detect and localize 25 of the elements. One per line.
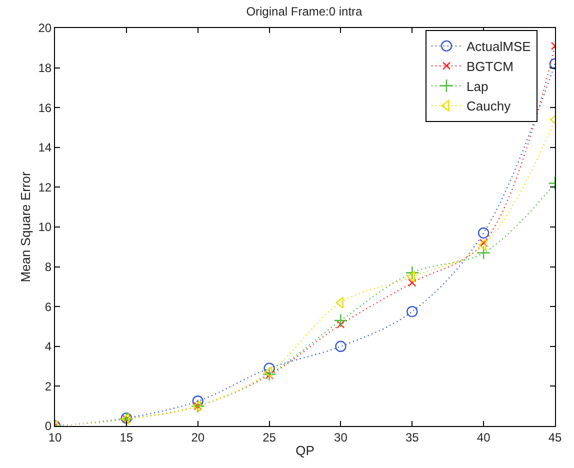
chart-title: Original Frame:0 intra [246,4,363,18]
y-tick-label: 2 [44,379,52,394]
x-axis-title: QP [296,443,314,458]
x-tick-label: 45 [548,430,562,444]
y-tick-label: 8 [44,260,52,274]
legend-label: Cauchy [466,98,512,114]
y-tick-label: 4 [44,340,52,354]
y-tick-label: 12 [38,180,52,194]
x-tick-label: 25 [262,430,276,444]
y-tick-label: 18 [38,61,52,75]
y-tick-label: 20 [38,21,52,36]
y-tick-label: 14 [38,140,52,155]
y-tick-label: 10 [38,220,52,234]
x-tick-label: 35 [405,430,420,444]
legend-label: BGTCM [466,58,514,74]
y-tick-label: 0 [44,419,52,434]
legend-label: ActualMSE [466,39,532,54]
legend-label: Lap [466,78,488,94]
x-tick-label: 15 [120,430,134,444]
y-tick-label: 16 [38,100,52,115]
x-tick-label: 30 [334,430,348,444]
x-tick-label: 20 [191,430,205,444]
y-axis-title: Mean Square Error [18,171,34,282]
y-tick-label: 6 [44,300,52,314]
x-tick-label: 40 [476,430,491,444]
